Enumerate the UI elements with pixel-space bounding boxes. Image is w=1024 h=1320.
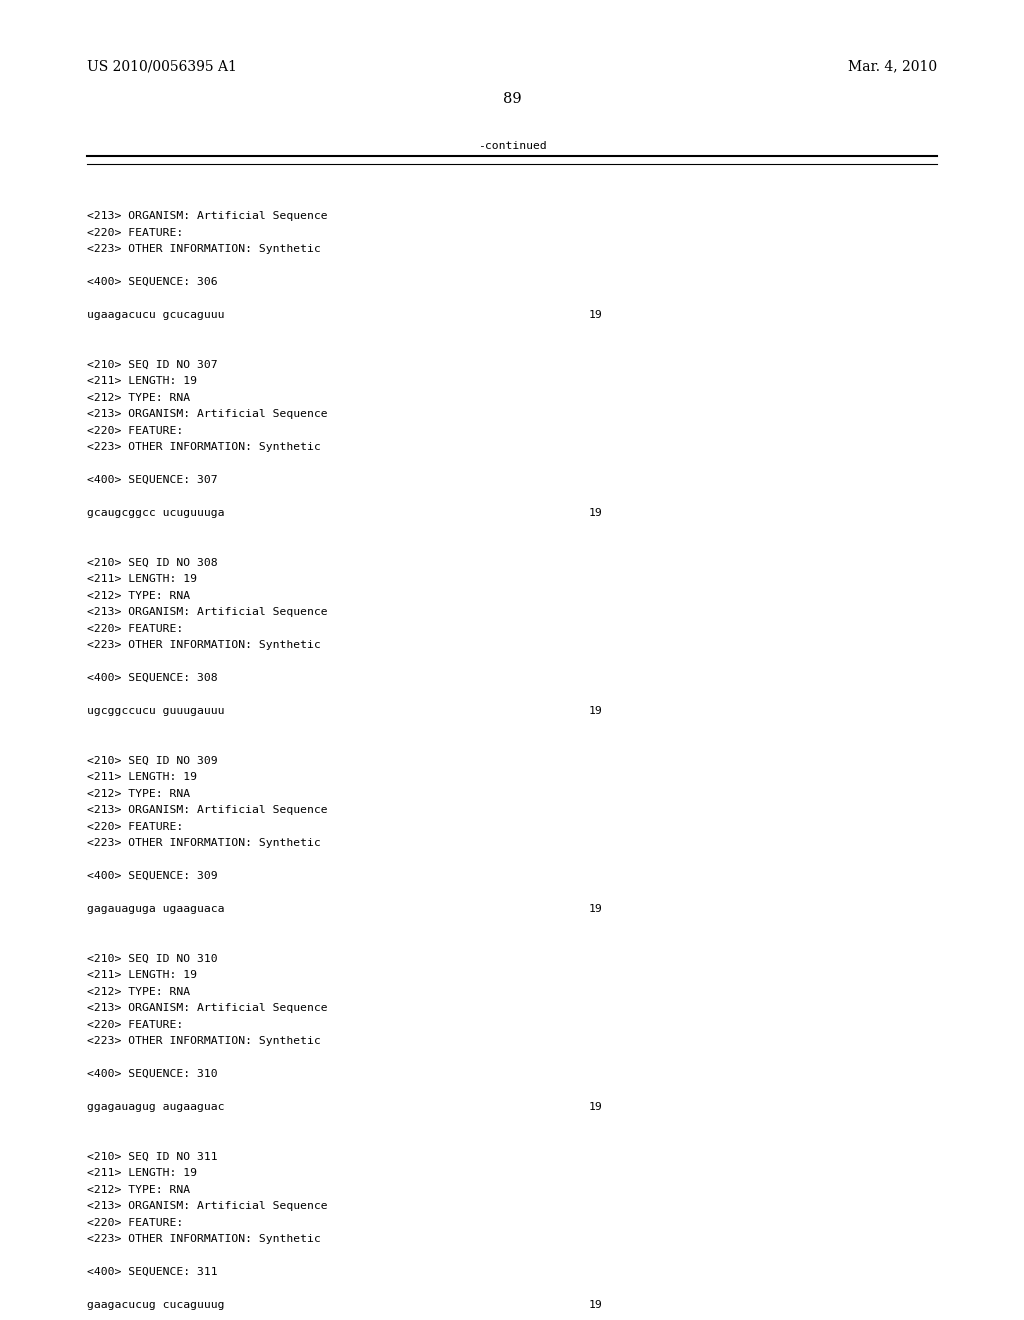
Text: <400> SEQUENCE: 311: <400> SEQUENCE: 311 [87, 1267, 218, 1278]
Text: gaagacucug cucaguuug: gaagacucug cucaguuug [87, 1300, 224, 1311]
Text: <213> ORGANISM: Artificial Sequence: <213> ORGANISM: Artificial Sequence [87, 1003, 328, 1014]
Text: 19: 19 [589, 310, 602, 321]
Text: 19: 19 [589, 1102, 602, 1113]
Text: <400> SEQUENCE: 307: <400> SEQUENCE: 307 [87, 475, 218, 486]
Text: <220> FEATURE:: <220> FEATURE: [87, 1218, 183, 1228]
Text: 19: 19 [589, 1300, 602, 1311]
Text: <213> ORGANISM: Artificial Sequence: <213> ORGANISM: Artificial Sequence [87, 607, 328, 618]
Text: <211> LENGTH: 19: <211> LENGTH: 19 [87, 574, 197, 585]
Text: ugcggccucu guuugauuu: ugcggccucu guuugauuu [87, 706, 224, 717]
Text: <223> OTHER INFORMATION: Synthetic: <223> OTHER INFORMATION: Synthetic [87, 244, 321, 255]
Text: <213> ORGANISM: Artificial Sequence: <213> ORGANISM: Artificial Sequence [87, 1201, 328, 1212]
Text: 19: 19 [589, 706, 602, 717]
Text: <211> LENGTH: 19: <211> LENGTH: 19 [87, 772, 197, 783]
Text: <213> ORGANISM: Artificial Sequence: <213> ORGANISM: Artificial Sequence [87, 805, 328, 816]
Text: <400> SEQUENCE: 310: <400> SEQUENCE: 310 [87, 1069, 218, 1080]
Text: 89: 89 [503, 92, 521, 107]
Text: 19: 19 [589, 508, 602, 519]
Text: gcaugcggcc ucuguuuga: gcaugcggcc ucuguuuga [87, 508, 224, 519]
Text: ggagauagug augaaguac: ggagauagug augaaguac [87, 1102, 224, 1113]
Text: <212> TYPE: RNA: <212> TYPE: RNA [87, 1185, 190, 1195]
Text: 19: 19 [589, 904, 602, 915]
Text: Mar. 4, 2010: Mar. 4, 2010 [848, 59, 937, 74]
Text: <212> TYPE: RNA: <212> TYPE: RNA [87, 591, 190, 601]
Text: <400> SEQUENCE: 308: <400> SEQUENCE: 308 [87, 673, 218, 684]
Text: <223> OTHER INFORMATION: Synthetic: <223> OTHER INFORMATION: Synthetic [87, 1234, 321, 1245]
Text: <212> TYPE: RNA: <212> TYPE: RNA [87, 393, 190, 403]
Text: <220> FEATURE:: <220> FEATURE: [87, 1020, 183, 1030]
Text: gagauaguga ugaaguaca: gagauaguga ugaaguaca [87, 904, 224, 915]
Text: <210> SEQ ID NO 308: <210> SEQ ID NO 308 [87, 558, 218, 568]
Text: <212> TYPE: RNA: <212> TYPE: RNA [87, 987, 190, 997]
Text: US 2010/0056395 A1: US 2010/0056395 A1 [87, 59, 237, 74]
Text: <211> LENGTH: 19: <211> LENGTH: 19 [87, 376, 197, 387]
Text: -continued: -continued [477, 141, 547, 152]
Text: <220> FEATURE:: <220> FEATURE: [87, 227, 183, 238]
Text: <210> SEQ ID NO 310: <210> SEQ ID NO 310 [87, 953, 218, 964]
Text: <213> ORGANISM: Artificial Sequence: <213> ORGANISM: Artificial Sequence [87, 211, 328, 222]
Text: <223> OTHER INFORMATION: Synthetic: <223> OTHER INFORMATION: Synthetic [87, 442, 321, 453]
Text: <210> SEQ ID NO 309: <210> SEQ ID NO 309 [87, 755, 218, 766]
Text: <212> TYPE: RNA: <212> TYPE: RNA [87, 789, 190, 799]
Text: <220> FEATURE:: <220> FEATURE: [87, 624, 183, 634]
Text: <223> OTHER INFORMATION: Synthetic: <223> OTHER INFORMATION: Synthetic [87, 1036, 321, 1047]
Text: <213> ORGANISM: Artificial Sequence: <213> ORGANISM: Artificial Sequence [87, 409, 328, 420]
Text: <220> FEATURE:: <220> FEATURE: [87, 425, 183, 436]
Text: <220> FEATURE:: <220> FEATURE: [87, 821, 183, 832]
Text: ugaagacucu gcucaguuu: ugaagacucu gcucaguuu [87, 310, 224, 321]
Text: <210> SEQ ID NO 311: <210> SEQ ID NO 311 [87, 1151, 218, 1162]
Text: <210> SEQ ID NO 307: <210> SEQ ID NO 307 [87, 360, 218, 370]
Text: <211> LENGTH: 19: <211> LENGTH: 19 [87, 970, 197, 981]
Text: <400> SEQUENCE: 309: <400> SEQUENCE: 309 [87, 871, 218, 882]
Text: <211> LENGTH: 19: <211> LENGTH: 19 [87, 1168, 197, 1179]
Text: <400> SEQUENCE: 306: <400> SEQUENCE: 306 [87, 277, 218, 288]
Text: <223> OTHER INFORMATION: Synthetic: <223> OTHER INFORMATION: Synthetic [87, 838, 321, 849]
Text: <223> OTHER INFORMATION: Synthetic: <223> OTHER INFORMATION: Synthetic [87, 640, 321, 651]
